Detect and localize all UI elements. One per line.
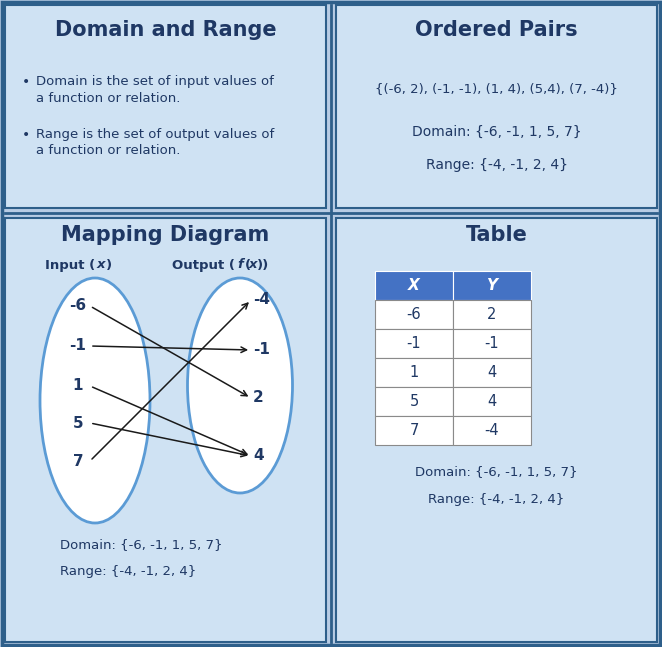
Text: -4: -4: [253, 292, 270, 307]
Text: Range: {-4, -1, 2, 4}: Range: {-4, -1, 2, 4}: [60, 565, 196, 578]
Bar: [375, 358, 453, 387]
Text: 5: 5: [409, 394, 418, 409]
Text: Output (: Output (: [172, 259, 235, 272]
Text: (: (: [245, 259, 251, 272]
Text: Domain is the set of input values of
a function or relation.: Domain is the set of input values of a f…: [36, 75, 274, 105]
Bar: [453, 416, 531, 445]
Text: 7: 7: [409, 423, 418, 438]
Text: Mapping Diagram: Mapping Diagram: [62, 225, 269, 245]
Bar: [5, 218, 326, 642]
Text: -4: -4: [485, 423, 499, 438]
Bar: [453, 358, 531, 387]
Text: X: X: [408, 278, 420, 293]
Text: Range is the set of output values of
a function or relation.: Range is the set of output values of a f…: [36, 128, 274, 157]
Text: Domain: {-6, -1, 1, 5, 7}: Domain: {-6, -1, 1, 5, 7}: [412, 125, 581, 139]
Text: •: •: [22, 128, 30, 142]
Text: Table: Table: [465, 225, 528, 245]
Text: 2: 2: [487, 307, 496, 322]
Text: 1: 1: [409, 365, 418, 380]
Bar: [336, 218, 657, 642]
Text: •: •: [22, 75, 30, 89]
Text: -1: -1: [406, 336, 421, 351]
Text: {(-6, 2), (-1, -1), (1, 4), (5,4), (7, -4)}: {(-6, 2), (-1, -1), (1, 4), (5,4), (7, -…: [375, 82, 618, 95]
Bar: [453, 329, 531, 358]
Text: x: x: [97, 259, 105, 272]
Text: 5: 5: [73, 415, 83, 430]
Text: -6: -6: [406, 307, 421, 322]
Text: Range: {-4, -1, 2, 4}: Range: {-4, -1, 2, 4}: [426, 158, 567, 172]
Text: Domain and Range: Domain and Range: [55, 20, 276, 40]
Text: 2: 2: [253, 391, 263, 406]
Text: Ordered Pairs: Ordered Pairs: [415, 20, 578, 40]
Bar: [375, 387, 453, 416]
Bar: [336, 5, 657, 208]
Text: ): ): [106, 259, 112, 272]
Text: 4: 4: [487, 394, 496, 409]
Text: 1: 1: [73, 378, 83, 393]
Text: -1: -1: [70, 338, 87, 353]
Bar: [453, 271, 531, 300]
Ellipse shape: [187, 278, 293, 493]
Text: x: x: [249, 259, 258, 272]
Text: Range: {-4, -1, 2, 4}: Range: {-4, -1, 2, 4}: [428, 493, 565, 506]
Text: Input (: Input (: [45, 259, 95, 272]
Text: -6: -6: [70, 298, 87, 314]
Bar: [453, 387, 531, 416]
Text: )): )): [257, 259, 269, 272]
Text: Domain: {-6, -1, 1, 5, 7}: Domain: {-6, -1, 1, 5, 7}: [415, 465, 578, 478]
Ellipse shape: [40, 278, 150, 523]
Text: 7: 7: [73, 454, 83, 468]
Bar: [5, 5, 326, 208]
Text: -1: -1: [485, 336, 499, 351]
Bar: [375, 416, 453, 445]
Bar: [375, 329, 453, 358]
Text: Domain: {-6, -1, 1, 5, 7}: Domain: {-6, -1, 1, 5, 7}: [60, 538, 222, 551]
Bar: [375, 300, 453, 329]
Text: Y: Y: [487, 278, 498, 293]
Text: -1: -1: [253, 342, 270, 358]
Bar: [453, 300, 531, 329]
Text: f: f: [237, 259, 243, 272]
Text: 4: 4: [253, 448, 263, 463]
Bar: [375, 271, 453, 300]
Text: 4: 4: [487, 365, 496, 380]
